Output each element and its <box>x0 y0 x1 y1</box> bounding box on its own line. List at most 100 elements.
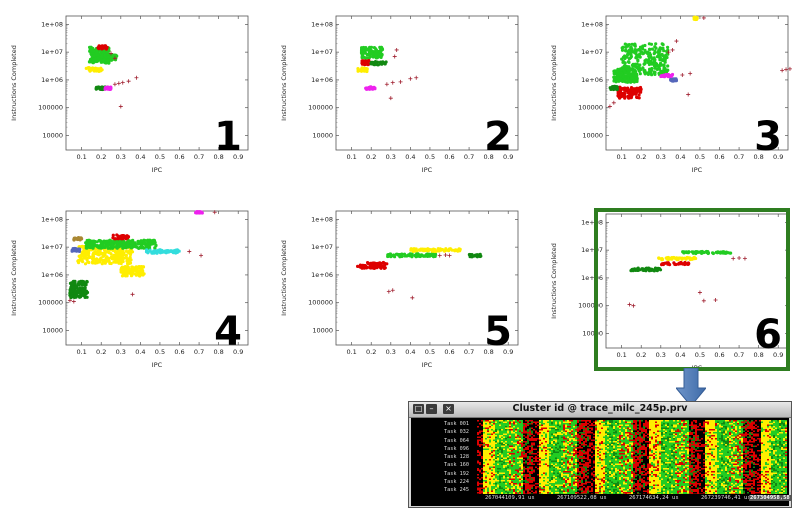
x-tick-label: 0.1 <box>616 153 626 161</box>
timeline-burst <box>509 420 511 422</box>
timeline-burst <box>545 457 547 459</box>
timeline-burst <box>521 426 523 428</box>
timeline-burst <box>497 420 499 422</box>
cluster-point <box>660 52 664 57</box>
timeline-burst <box>517 468 519 470</box>
cluster-point <box>375 62 379 67</box>
timeline-burst <box>535 469 537 471</box>
cluster-point <box>627 96 631 100</box>
timeline-burst <box>501 459 503 461</box>
cluster-point <box>101 58 105 62</box>
timeline-burst <box>481 421 483 423</box>
x-tick-label: 0.7 <box>734 351 744 359</box>
timeline-burst <box>495 433 497 435</box>
timeline-burst <box>505 432 507 434</box>
timeline-burst <box>503 465 505 467</box>
timeline-burst <box>509 457 511 459</box>
timeline-burst <box>543 492 545 494</box>
cluster-point <box>637 93 641 97</box>
timeline-burst <box>479 445 481 447</box>
timeline-burst <box>527 462 529 464</box>
cluster-point <box>114 237 118 241</box>
cluster-point <box>706 251 710 255</box>
timeline-burst <box>481 435 483 437</box>
cluster-point <box>657 53 661 57</box>
timeline-burst <box>479 442 481 444</box>
timeline-burst <box>491 465 493 467</box>
timeline-burst <box>533 469 535 471</box>
timeline-burst <box>539 421 541 423</box>
timeline-burst <box>545 427 547 429</box>
timeline-burst <box>533 435 535 437</box>
cluster-point <box>133 267 137 271</box>
cluster-points <box>91 53 119 62</box>
cluster-point <box>120 255 124 259</box>
timeline-burst <box>479 492 481 494</box>
timeline-burst <box>491 466 493 468</box>
timeline-burst <box>485 423 487 425</box>
timeline-burst <box>519 489 521 491</box>
timeline-burst <box>479 489 481 491</box>
cluster-point <box>141 265 146 269</box>
timeline-burst <box>491 427 493 429</box>
timeline-view[interactable]: Task 001 Task 032 Task 064 Task 096 Task 128… <box>411 418 791 506</box>
timeline-burst <box>523 484 525 486</box>
timeline-burst <box>487 439 489 441</box>
timeline-burst <box>541 477 543 479</box>
timeline-burst <box>481 426 483 428</box>
timeline-burst <box>495 427 497 429</box>
timeline-burst <box>543 435 545 437</box>
timeline-burst <box>493 457 495 459</box>
panel-number: 2 <box>484 114 512 160</box>
timeline-burst <box>493 480 495 482</box>
timeline-burst <box>487 423 489 425</box>
timeline-burst <box>483 474 485 476</box>
timeline-burst <box>479 454 481 456</box>
cluster-timeline-window[interactable]: □ – × Cluster id @ trace_milc_245p.prv T… <box>408 401 792 508</box>
timeline-burst <box>509 432 511 434</box>
timeline-burst <box>531 424 533 426</box>
timeline-burst <box>507 483 509 485</box>
timeline-burst <box>485 426 487 428</box>
timeline-burst <box>511 480 513 482</box>
timeline-burst <box>509 486 511 488</box>
timeline-burst <box>543 436 545 438</box>
timeline-burst <box>515 423 517 425</box>
cluster-point <box>83 286 87 290</box>
cluster-point <box>378 265 382 269</box>
timeline-burst <box>531 435 533 437</box>
y-axis-label: Instructions Completed <box>550 243 558 319</box>
timeline-burst <box>521 423 523 425</box>
timeline-burst <box>529 432 531 434</box>
minimize-button[interactable]: – <box>426 404 437 414</box>
close-button[interactable]: × <box>443 404 454 414</box>
timeline-burst <box>529 468 531 470</box>
timeline-burst <box>535 459 537 461</box>
scatter-panel-5: 1e+08 1e+07 1e+06 100000 10000 0.1 0.2 0.3 0.4 0.… <box>270 203 530 383</box>
cluster-point <box>432 249 436 253</box>
timeline-burst <box>531 433 533 435</box>
timeline-burst <box>503 433 505 435</box>
timeline-burst <box>529 448 531 450</box>
timeline-burst <box>517 420 519 422</box>
timeline-burst <box>513 420 515 422</box>
timeline-burst <box>489 430 491 432</box>
timeline-burst <box>497 451 499 453</box>
cluster-timeline-canvas[interactable] <box>477 420 787 494</box>
timeline-burst <box>507 487 509 489</box>
maximize-button[interactable]: □ <box>413 404 424 414</box>
timeline-burst <box>485 427 487 429</box>
timeline-burst <box>511 438 513 440</box>
timeline-burst <box>529 487 531 489</box>
timeline-burst <box>543 430 545 432</box>
timeline-burst <box>509 460 511 462</box>
timeline-burst <box>535 451 537 453</box>
timeline-burst <box>489 451 491 453</box>
timeline-burst <box>533 477 535 479</box>
timeline-burst <box>537 490 539 492</box>
window-titlebar[interactable]: □ – × Cluster id @ trace_milc_245p.prv <box>409 402 791 418</box>
timeline-burst <box>501 435 503 437</box>
timeline-burst <box>539 451 541 453</box>
timeline-burst <box>529 484 531 486</box>
timeline-burst <box>497 469 499 471</box>
